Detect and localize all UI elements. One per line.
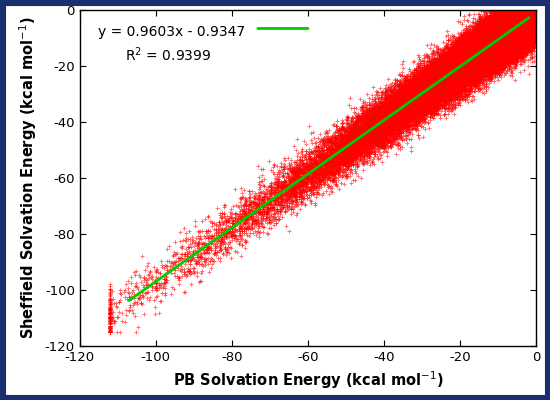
Text: R$^2$ = 0.9399: R$^2$ = 0.9399 (125, 45, 212, 64)
Text: y = 0.9603x - 0.9347: y = 0.9603x - 0.9347 (98, 25, 245, 39)
Y-axis label: Sheffield Solvation Energy (kcal mol$^{-1}$): Sheffield Solvation Energy (kcal mol$^{-… (18, 17, 39, 339)
X-axis label: PB Solvation Energy (kcal mol$^{-1}$): PB Solvation Energy (kcal mol$^{-1}$) (173, 370, 443, 391)
